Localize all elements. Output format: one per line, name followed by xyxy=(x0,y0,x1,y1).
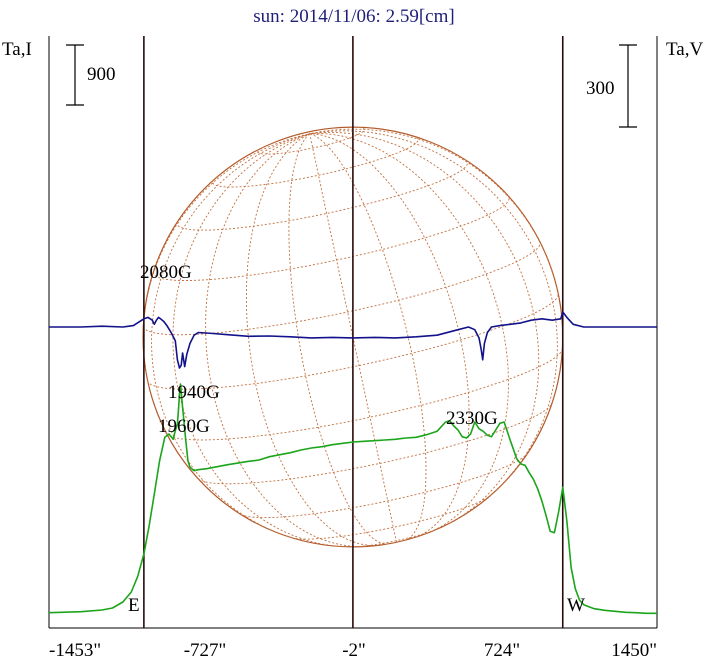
longitude-line xyxy=(288,133,389,545)
intensity-series-line xyxy=(48,383,657,615)
polarization-scale-bar xyxy=(619,44,637,128)
scale-bars: 900 300 xyxy=(66,44,637,128)
west-limb-label: W xyxy=(567,595,585,616)
latitude-line xyxy=(176,160,468,231)
longitude-line xyxy=(245,133,375,546)
longitude-line xyxy=(309,133,397,543)
polarization-scale-label: 300 xyxy=(586,78,615,99)
longitude-line xyxy=(309,132,509,535)
longitude-line xyxy=(205,133,366,548)
gauss-annotations: 2080G 1940G 1960G 2330G xyxy=(140,262,498,437)
annotation-1960G: 1960G xyxy=(158,416,210,437)
annotation-1940G: 1940G xyxy=(168,382,220,403)
longitude-line xyxy=(142,133,310,381)
annotation-2330G: 2330G xyxy=(446,408,498,429)
data-series-layer xyxy=(48,311,657,615)
polarization-series-line xyxy=(49,311,657,369)
intensity-scale-bar xyxy=(66,44,84,106)
latitude-line xyxy=(142,242,541,336)
x-tick-label: -2" xyxy=(342,640,366,661)
annotation-2080G: 2080G xyxy=(140,262,192,283)
longitude-line xyxy=(309,128,559,294)
limb-lines xyxy=(143,36,564,628)
x-tick-label: -1453" xyxy=(49,640,101,661)
longitude-line xyxy=(309,130,558,497)
latitude-line xyxy=(166,348,563,441)
longitude-line xyxy=(309,133,470,537)
right-axis-label: Ta,V xyxy=(666,39,703,60)
x-tick-label: -727" xyxy=(184,640,227,661)
longitude-line xyxy=(151,133,310,539)
east-limb-label: E xyxy=(128,595,140,616)
x-axis-ticks: -1453" -727" -2" 724" 1450" xyxy=(49,640,657,661)
latitude-line xyxy=(198,403,553,485)
latitude-line xyxy=(291,495,491,540)
chart-title: sun: 2014/11/06: 2.59[cm] xyxy=(253,6,454,27)
latitude-line xyxy=(240,453,528,519)
left-axis-label: Ta,I xyxy=(2,39,32,60)
intensity-scale-label: 900 xyxy=(87,64,116,85)
x-tick-label: 1450" xyxy=(611,640,657,661)
latitude-line xyxy=(153,196,510,281)
latitude-line xyxy=(147,293,559,390)
x-tick-label: 724" xyxy=(484,640,520,661)
latitude-line xyxy=(257,126,365,155)
latitude-line xyxy=(212,136,419,188)
